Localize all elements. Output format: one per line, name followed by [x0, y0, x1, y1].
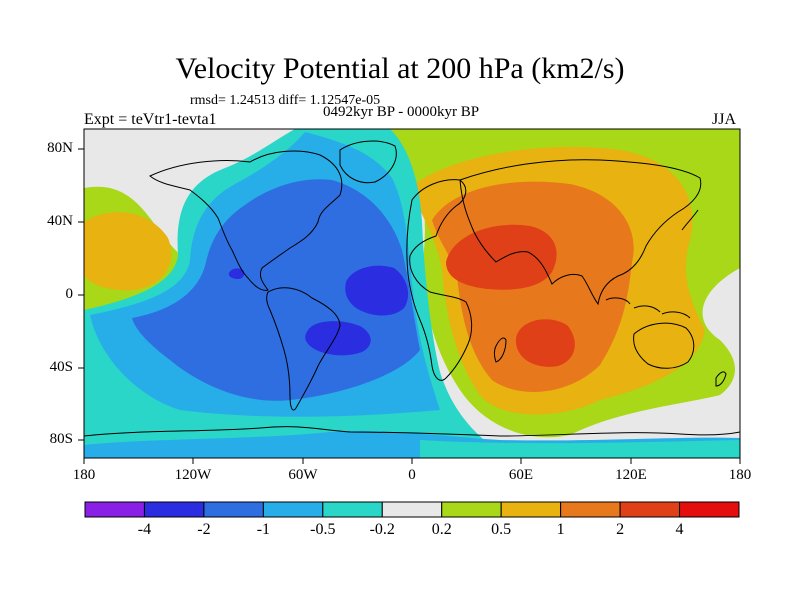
colorbar-label: 0.2 — [431, 521, 452, 538]
colorbar-swatch — [381, 501, 443, 518]
colorbar-swatch — [262, 501, 324, 518]
colorbar-swatch — [619, 501, 681, 518]
colorbar-label: -1 — [256, 521, 271, 538]
lon-label: 0 — [408, 467, 416, 483]
lon-label: 60E — [508, 467, 534, 483]
red-core-north — [446, 224, 557, 290]
contour-fields — [84, 129, 740, 458]
colorbar-label: -2 — [197, 521, 211, 538]
experiment-label: Expt = teVtr1-tevta1 — [84, 111, 217, 128]
colorbar-swatch — [500, 501, 562, 518]
dark-blue-core-south — [305, 321, 371, 356]
colorbar-label: -4 — [137, 521, 152, 538]
lat-label: 40S — [49, 359, 73, 375]
lat-label: 0 — [65, 286, 74, 302]
colorbar-label: 4 — [675, 521, 684, 538]
colorbar-swatch — [441, 501, 502, 518]
orange-yellow-west-zone — [84, 212, 172, 291]
colorbar-label: 0.5 — [491, 521, 512, 538]
lon-label: 180 — [728, 467, 752, 483]
dark-blue-core-north — [345, 265, 409, 316]
lon-label: 120E — [615, 467, 647, 483]
lon-label: 60W — [288, 467, 318, 483]
colorbar-swatch — [84, 501, 145, 518]
coastlines — [84, 140, 740, 437]
dark-blue-core-small — [228, 268, 245, 279]
colorbar-swatch — [203, 501, 264, 518]
colorbar-label: -0.5 — [310, 521, 336, 538]
lat-label: 80N — [47, 140, 73, 156]
colorbar-swatch — [143, 501, 205, 518]
colorbar-swatch — [322, 501, 383, 518]
colorbar-swatch — [679, 501, 740, 518]
colorbar-label: 1 — [556, 521, 565, 538]
period-label: 0492kyr BP - 0000kyr BP — [323, 104, 480, 120]
lat-label: 80S — [49, 431, 73, 447]
map-title: Velocity Potential at 200 hPa (km2/s) — [175, 52, 625, 85]
colorbar-label: 2 — [616, 521, 625, 538]
lon-label: 120W — [174, 467, 212, 483]
season-label: JJA — [712, 111, 737, 128]
axis-ticks — [78, 148, 741, 464]
lon-label: 180 — [72, 467, 96, 483]
colorbar-label: -0.2 — [369, 521, 395, 538]
red-core-south — [515, 319, 575, 367]
stats-label: rmsd= 1.24513 diff= 1.12547e-05 — [190, 93, 381, 108]
colorbar — [84, 501, 740, 518]
lat-label: 40N — [47, 213, 73, 229]
colorbar-swatch — [560, 501, 621, 518]
antarctic-teal — [420, 440, 740, 458]
